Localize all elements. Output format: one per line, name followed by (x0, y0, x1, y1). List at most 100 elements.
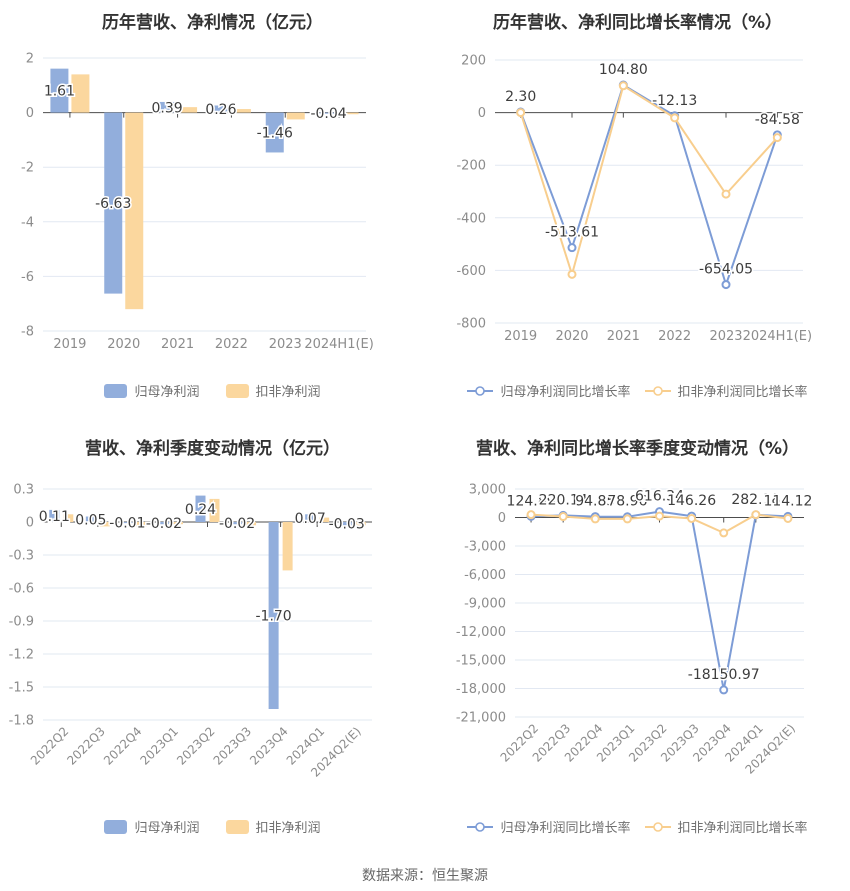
legend-item-series-1[interactable]: 扣非净利润 (225, 381, 321, 400)
value-label: 114.12 (763, 493, 812, 509)
bar (63, 514, 74, 522)
x-tick-label: 2022Q3 (64, 724, 108, 768)
bar (172, 522, 183, 525)
legend-item-series-0[interactable]: 归母净利润同比增长率 (467, 817, 631, 836)
panel-annual-profit-bar: 历年营收、净利情况（亿元） 2 0 -2 -4 -6 -8 1.61 -6.63 0.39 0.2… (0, 0, 425, 420)
legend-bar-swatch-icon (225, 383, 249, 398)
legend-item-series-1[interactable]: 扣非净利润同比增长率 (644, 381, 808, 400)
data-point-marker (670, 113, 680, 123)
series-0-line (526, 507, 793, 695)
series-1-bars (63, 498, 366, 571)
x-tick-label: 2020 (555, 329, 588, 344)
x-tick-label: 2023Q4 (247, 724, 291, 768)
bar (355, 522, 366, 526)
value-label: -0.04 (310, 106, 346, 122)
bottom-row: 营收、净利季度变动情况（亿元） 0.3 0 -0.3 -0.6 -0.9 -1.2 -1.5… (0, 420, 850, 860)
y-tick-label: -12,000 (456, 625, 506, 640)
legend-item-series-0[interactable]: 归母净利润同比增长率 (467, 381, 631, 400)
annual-growth-line-chart: 200 0 -200 -400 -600 -800 2.30 -513.61 104.80-12… (456, 54, 813, 345)
quarterly-growth-line-chart: 3,000 0 -3,000 -6,000 -9,000 -12,000 -15,000 -1… (456, 483, 814, 777)
panel-quarterly-profit-bar: 营收、净利季度变动情况（亿元） 0.3 0 -0.3 -0.6 -0.9 -1.2 -1.5… (0, 420, 425, 860)
value-label: -0.02 (146, 516, 182, 532)
y-tick-label: -21,000 (456, 711, 506, 726)
x-tick-label: 2023Q1 (137, 724, 181, 768)
value-label: -1.70 (255, 609, 291, 625)
legend-label: 扣非净利润同比增长率 (677, 385, 808, 400)
y-tick-label: -1.5 (9, 681, 34, 696)
x-tick-label: 2022 (215, 337, 248, 352)
x-axis-labels: 2022Q22022Q32022Q42023Q12023Q22023Q32023… (498, 721, 798, 777)
value-label: -513.61 (545, 225, 599, 241)
bar (286, 112, 305, 120)
series-1-line (526, 510, 793, 538)
value-label: -0.01 (109, 516, 145, 532)
y-axis-labels: 0.3 0 -0.3 -0.6 -0.9 -1.2 -1.5 -1.8 (9, 483, 34, 729)
bar (85, 516, 96, 522)
value-label: 2.30 (505, 89, 536, 105)
legend-label: 归母净利润 (134, 385, 200, 400)
bar (268, 522, 279, 709)
legend-label: 归母净利润同比增长率 (500, 821, 631, 836)
y-tick-label: -0.9 (9, 615, 34, 630)
value-label: 0.05 (75, 512, 106, 528)
data-point-marker (687, 513, 697, 523)
data-point-marker (751, 510, 761, 520)
legend-bar-swatch-icon (104, 819, 128, 834)
annual-profit-chart-title: 历年营收、净利情况（亿元） (102, 13, 323, 33)
y-tick-label: -3,000 (464, 540, 506, 555)
bar (158, 101, 177, 113)
y-tick-label: -0.6 (9, 582, 34, 597)
legend-item-series-1[interactable]: 扣非净利润同比增长率 (644, 817, 808, 836)
x-axis-labels: 2022Q22022Q32022Q42023Q12023Q22023Q32023… (28, 724, 364, 780)
bar (341, 522, 352, 526)
value-label: 1.61 (44, 84, 75, 100)
bar (122, 522, 133, 524)
y-tick-label: -2 (21, 161, 34, 176)
value-label: -84.58 (755, 112, 800, 128)
series-1-line (516, 81, 782, 279)
data-point-marker (719, 528, 729, 538)
x-tick-label: 2024H1(E) (304, 337, 374, 352)
legend-line-marker-icon (644, 821, 671, 832)
annual-growth-chart-title: 历年营收、净利同比增长率情况（%） (492, 13, 783, 33)
value-label: -12.13 (652, 93, 697, 109)
y-tick-label: -6,000 (464, 568, 506, 583)
y-tick-label: 0.3 (13, 483, 34, 498)
legend-item-series-1[interactable]: 扣非净利润 (225, 817, 321, 836)
y-tick-label: -4 (21, 215, 34, 230)
x-tick-label: 2019 (504, 329, 537, 344)
legend-line-marker-icon (644, 385, 671, 396)
y-tick-label: -200 (456, 159, 486, 174)
gridlines (515, 488, 804, 718)
legend-item-series-0[interactable]: 归母净利润 (104, 817, 200, 836)
value-label: -1.46 (257, 126, 293, 142)
y-tick-label: 0 (478, 106, 486, 121)
data-point-marker (567, 243, 577, 253)
y-tick-label: 0 (26, 106, 34, 121)
value-labels: 0.11 0.05 -0.01 -0.020.24-0.02-1.700.07 -0.0… (37, 500, 366, 626)
bar (99, 522, 110, 527)
y-tick-label: -0.3 (9, 549, 34, 564)
y-axis-labels: 2 0 -2 -4 -6 -8 (21, 52, 34, 340)
data-point-marker (558, 512, 568, 522)
gridlines (43, 57, 366, 332)
data-point-marker (783, 513, 793, 523)
bar (232, 522, 243, 525)
annual-growth-legend: 归母净利润同比增长率 扣非净利润同比增长率 (425, 381, 850, 400)
bar (50, 68, 69, 113)
value-labels: 1.61 -6.63 0.39 0.26 -1.46 -0.04 (42, 82, 348, 213)
bar (282, 522, 293, 571)
legend-label: 扣非净利润 (255, 385, 321, 400)
x-tick-label: 2024H1(E) (743, 329, 813, 344)
data-point-marker (622, 514, 632, 524)
x-tick-label: 2021 (607, 329, 640, 344)
bar (125, 112, 144, 310)
legend-item-series-0[interactable]: 归母净利润 (104, 381, 200, 400)
value-label: 0.11 (39, 509, 70, 525)
bar (209, 498, 220, 522)
y-tick-label: -18,000 (456, 682, 506, 697)
legend-line-marker-icon (467, 385, 494, 396)
y-tick-label: 0 (498, 511, 506, 526)
bar (179, 107, 198, 113)
